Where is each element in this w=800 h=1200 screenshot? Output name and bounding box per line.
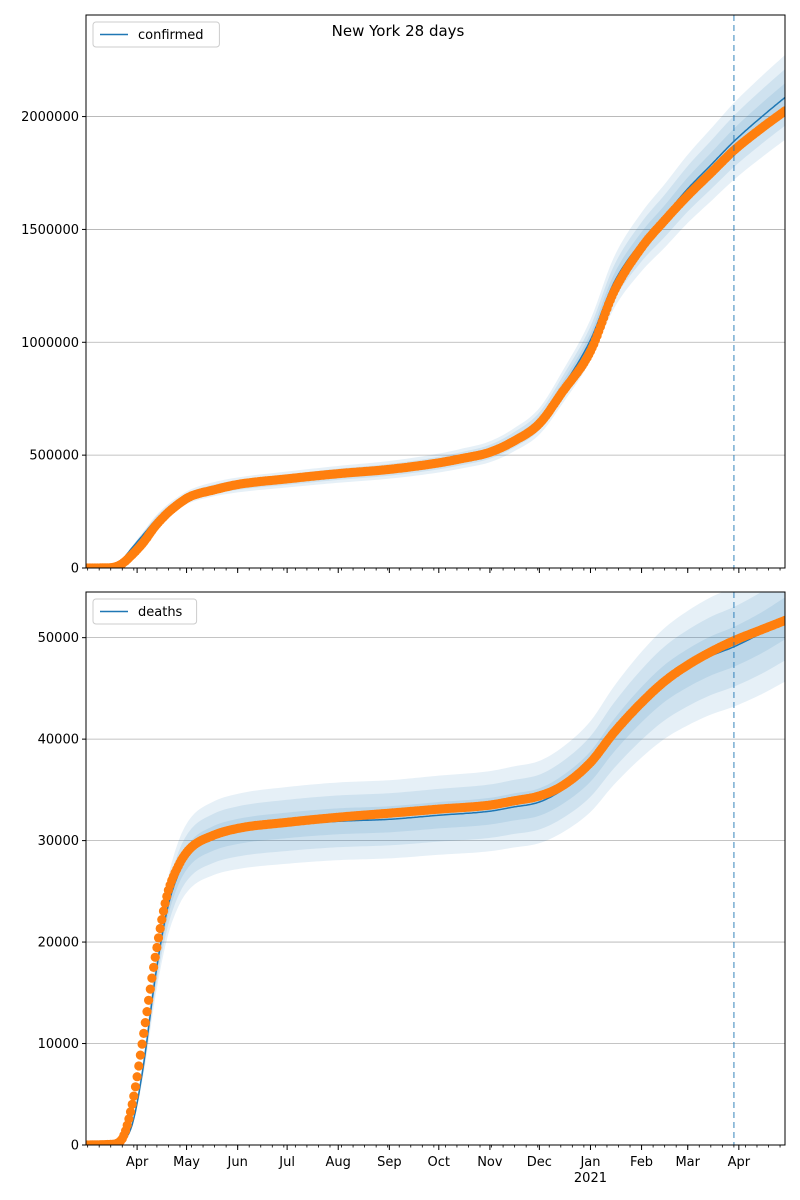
x-tick-label: Apr [728,1155,751,1170]
observed-point [130,1082,141,1092]
observed-point [132,1072,142,1082]
observed-point [144,995,154,1005]
observed-point [137,1039,147,1049]
figure-title: New York 28 days [332,22,465,40]
observed-point [160,898,170,909]
y-tick-label: 40000 [38,733,79,748]
confirmed-panel: 0 500000 1000000 1500000 2000000 confirmed [21,14,786,577]
observed-point [140,1018,150,1028]
axes-frame [85,14,786,569]
observed-point [157,915,167,925]
observed-point [125,1107,136,1117]
observed-point [155,923,165,934]
x-tick-label: May [173,1155,200,1170]
observed-point [153,933,164,943]
observed-point [124,1114,134,1124]
x-tick-label: Jun [227,1155,248,1170]
axes-frame [85,591,786,1146]
y-tick-label: 2000000 [21,110,79,125]
y-tick-label: 0 [71,562,79,577]
observed-point [147,973,157,983]
x-year-label: 2021 [574,1171,607,1186]
observed-point [780,106,785,116]
legend-box [92,598,198,625]
x-tick-label: Dec [527,1155,552,1170]
observed-point [152,942,162,953]
x-tick-label: Aug [326,1155,351,1170]
plot-area [86,55,785,568]
y-tick-label: 50000 [38,631,79,646]
x-tick-label: Oct [428,1155,450,1170]
observed-point [142,1007,152,1017]
plot-area [86,592,785,1145]
uncertainty-band [86,69,785,568]
legend: deaths [92,598,198,625]
x-tick-label: Feb [630,1155,653,1170]
observed-point [127,1099,137,1109]
x-tick-label: Mar [675,1155,700,1170]
x-tick-label: Apr [126,1155,149,1170]
observed-point [129,1091,139,1101]
y-tick-label: 10000 [38,1037,79,1052]
y-tick-label: 1000000 [21,336,79,351]
observed-point [150,952,160,962]
y-tick-label: 1500000 [21,223,79,238]
y-tick-label: 500000 [29,449,79,464]
legend-label: deaths [138,605,183,620]
observed-point [780,615,785,625]
y-tick-label: 0 [71,1139,79,1154]
observed-point [134,1061,144,1071]
uncertainty-band [86,55,785,568]
x-tick-label: Jan [579,1155,600,1170]
observed-point [145,984,155,994]
observed-point [135,1050,145,1060]
x-tick-label: Sep [377,1155,402,1170]
y-tick-label: 30000 [38,834,79,849]
legend-box [92,21,220,48]
deaths-panel: 0 10000 20000 30000 40000 50000 Apr May Jun Jul Au… [38,591,786,1186]
observed-point [158,906,169,916]
x-tick-label: Jul [278,1155,295,1170]
x-tick-label: Nov [477,1155,503,1170]
y-tick-label: 20000 [38,936,79,951]
legend-label: confirmed [138,28,204,43]
observed-point [149,962,159,973]
legend: confirmed [92,21,220,48]
observed-point [139,1028,149,1038]
